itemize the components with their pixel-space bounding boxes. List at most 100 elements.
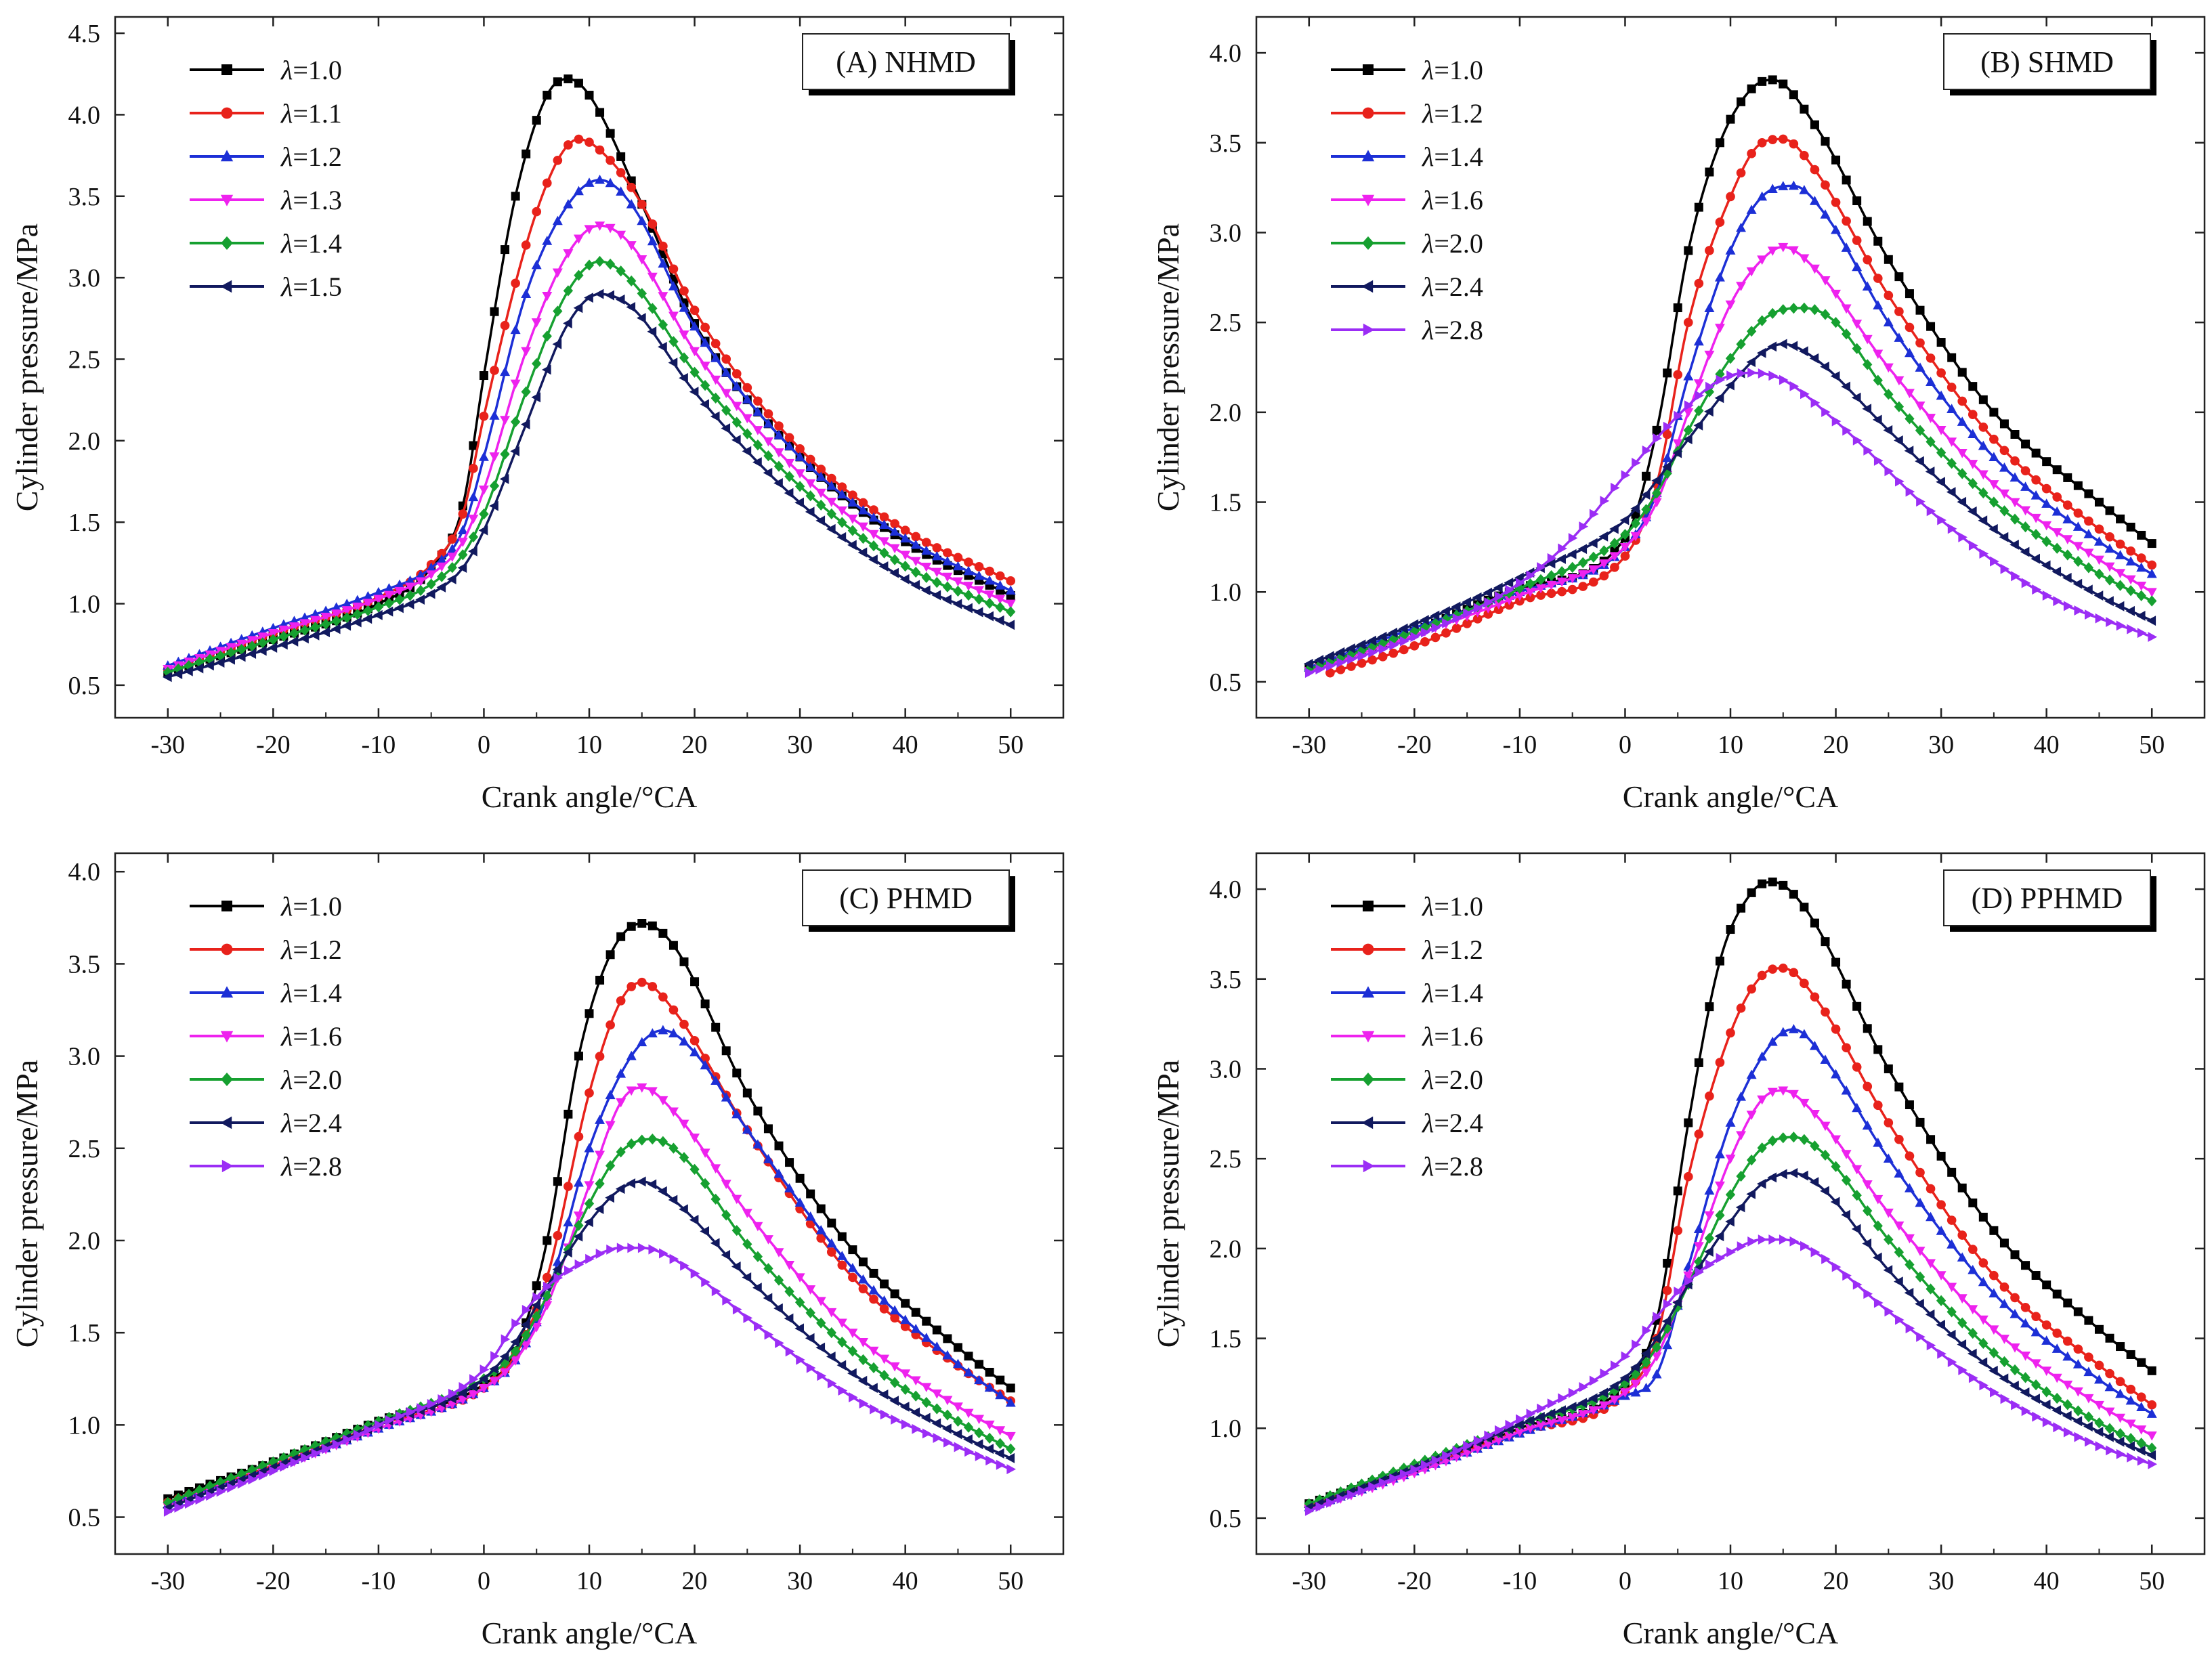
data-point	[1357, 645, 1367, 657]
data-point	[637, 1243, 647, 1253]
data-point	[595, 976, 605, 985]
data-point	[1535, 584, 1546, 594]
data-point	[2115, 550, 2126, 559]
data-point	[995, 571, 1005, 581]
data-point	[710, 1238, 720, 1249]
data-point	[1777, 1169, 1787, 1180]
data-point	[932, 1325, 941, 1335]
data-point	[1894, 1082, 1904, 1092]
data-point	[574, 79, 583, 88]
data-point	[1621, 1351, 1631, 1362]
data-point	[478, 486, 489, 495]
data-point	[1820, 1186, 1829, 1197]
data-point	[952, 1402, 963, 1412]
data-point	[1947, 1215, 1957, 1225]
data-point	[1303, 658, 1313, 669]
data-point	[2094, 1324, 2104, 1334]
data-point	[1831, 1069, 1842, 1079]
data-point	[700, 379, 710, 391]
data-point	[2073, 1307, 2083, 1316]
data-point	[1789, 1132, 1799, 1143]
data-point	[931, 1418, 941, 1429]
data-point	[553, 1177, 562, 1186]
legend-marker	[221, 1073, 233, 1086]
data-point	[1736, 1131, 1747, 1141]
data-point	[942, 1396, 953, 1406]
x-tick-label: 0	[1619, 1567, 1632, 1595]
data-point	[1926, 1211, 1936, 1222]
data-point	[1661, 462, 1672, 472]
data-point	[1904, 1183, 1915, 1192]
data-point	[1926, 1340, 1936, 1351]
data-point	[1926, 1184, 1936, 1194]
x-tick-label: 0	[477, 731, 490, 759]
data-point	[889, 526, 900, 536]
data-point	[1800, 1241, 1810, 1251]
data-point	[2031, 448, 2041, 458]
data-point	[826, 508, 836, 520]
data-point	[573, 234, 584, 244]
data-point	[1758, 77, 1767, 86]
data-point	[1736, 1091, 1747, 1101]
data-point	[2126, 522, 2135, 532]
data-point	[836, 1251, 847, 1260]
data-point	[700, 1148, 710, 1158]
data-point	[668, 1005, 679, 1015]
data-point	[2106, 617, 2115, 628]
data-point	[1672, 439, 1683, 449]
data-point	[921, 1383, 932, 1392]
legend-marker	[1363, 1159, 1375, 1173]
data-point	[406, 1406, 416, 1417]
data-point	[921, 538, 931, 547]
data-point	[1715, 217, 1725, 227]
data-point	[773, 429, 784, 439]
data-point	[1704, 1185, 1715, 1195]
legend-marker	[220, 986, 234, 998]
legend-label: λ=1.4	[280, 978, 342, 1008]
data-point	[1967, 506, 1977, 517]
data-point	[2105, 532, 2114, 542]
data-point	[1852, 1279, 1863, 1290]
data-point	[953, 1415, 963, 1427]
data-point	[1725, 380, 1735, 391]
data-point	[868, 1383, 878, 1394]
data-point	[732, 1304, 742, 1315]
data-point	[1377, 631, 1387, 642]
data-point	[2074, 1431, 2084, 1442]
data-point	[763, 467, 773, 478]
data-point	[973, 1439, 983, 1450]
data-point	[320, 605, 331, 616]
data-point	[1831, 289, 1842, 299]
data-point	[1525, 1415, 1535, 1426]
data-point	[278, 639, 288, 650]
data-point	[658, 1136, 668, 1147]
data-point	[784, 488, 794, 498]
data-point	[1989, 434, 1999, 444]
data-point	[2125, 1395, 2136, 1405]
data-point	[679, 1036, 689, 1046]
data-point	[2136, 553, 2146, 563]
data-point	[1863, 445, 1873, 456]
data-point	[531, 259, 542, 270]
data-point	[2104, 1423, 2115, 1434]
data-point	[1409, 641, 1420, 651]
data-point	[1821, 937, 1830, 947]
data-point	[521, 1341, 532, 1351]
data-point	[711, 1286, 721, 1297]
data-point	[383, 606, 394, 617]
series-line-4	[1309, 245, 2153, 672]
data-point	[1747, 888, 1756, 897]
data-point	[773, 460, 784, 472]
data-point	[436, 554, 447, 564]
data-point	[511, 278, 520, 288]
data-point	[1537, 562, 1546, 573]
data-point	[1693, 379, 1704, 389]
data-point	[1662, 429, 1672, 439]
data-point	[532, 1310, 542, 1322]
data-point	[1988, 1325, 1999, 1335]
data-point	[394, 586, 405, 597]
data-point	[2030, 553, 2040, 564]
data-point	[584, 137, 594, 147]
data-point	[679, 330, 689, 340]
data-point	[1895, 1314, 1905, 1325]
